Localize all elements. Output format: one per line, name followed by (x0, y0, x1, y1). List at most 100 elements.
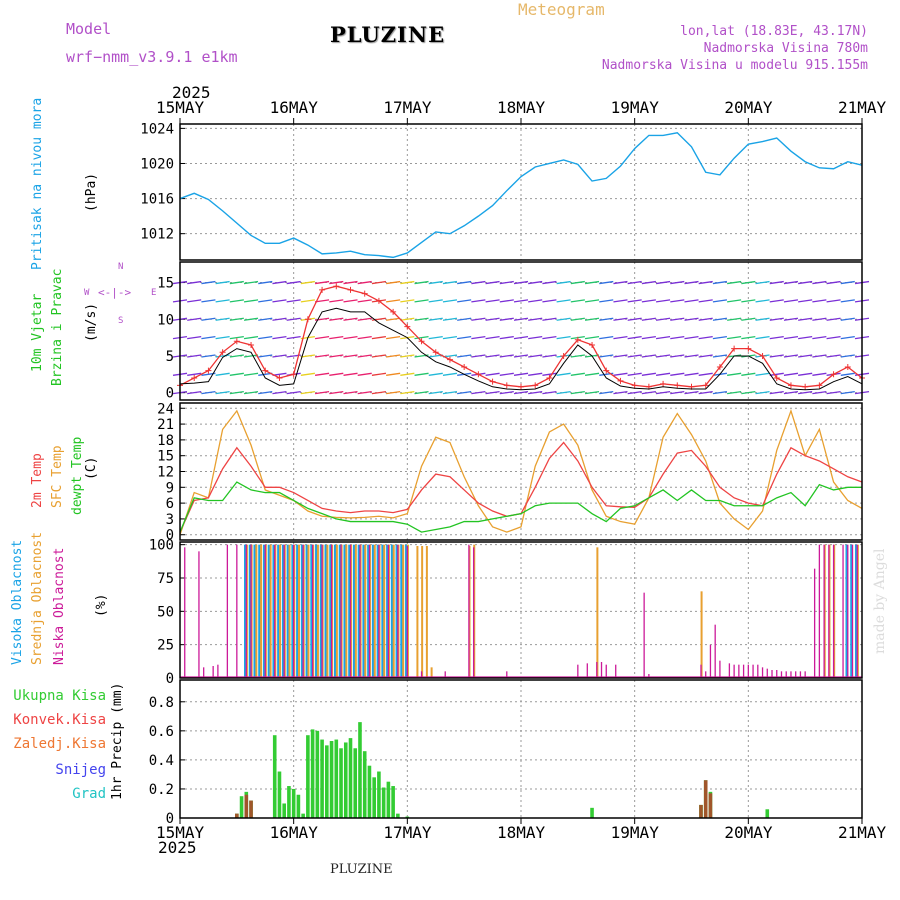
cloud-mid-bar (345, 544, 348, 678)
wind-arrow (499, 317, 514, 321)
wind-axis-tick-label: 15 (157, 276, 174, 292)
wind-arrow (528, 372, 543, 376)
cloud-low-bar (842, 544, 844, 678)
temp-axis-tick-label: 9 (166, 480, 174, 496)
wind-arrow (229, 317, 244, 321)
wind-arrow (243, 299, 259, 303)
wind-arrow (243, 335, 259, 340)
wind-arrow (826, 317, 841, 321)
gust-marker (262, 367, 269, 374)
precip-total-bar (325, 745, 329, 818)
wind-arrow (243, 372, 259, 376)
cloud-low-bar (790, 671, 792, 678)
cloud-low-bar (643, 592, 645, 678)
cloud-low-bar (757, 664, 759, 678)
gust-marker (518, 383, 524, 390)
wind-arrow (314, 354, 330, 358)
wind-arrow (655, 372, 671, 376)
wind-axis-tick-label: 10 (157, 312, 174, 328)
wind-arrow (343, 335, 358, 340)
cloud-high-bar (850, 544, 853, 678)
wind-arrow (442, 299, 458, 303)
page-title: PLUZINE (330, 22, 446, 47)
wind-arrow (258, 317, 273, 321)
cloud-low-bar (780, 671, 783, 678)
cloud-low-bar (586, 663, 588, 678)
wind-arrow (485, 391, 500, 395)
wind-arrow (599, 335, 614, 340)
wind-arrow (272, 299, 287, 303)
wind-arrow (286, 391, 301, 395)
precip-axis-tick-label: 0.4 (149, 753, 174, 769)
cloud-high-bar (338, 544, 341, 678)
pressure-axis-tick-label: 1016 (140, 192, 174, 208)
wind-arrow (513, 299, 529, 303)
gust-marker (716, 363, 723, 370)
wind-arrow (670, 317, 685, 321)
cloud-high-bar (395, 544, 398, 678)
wind-arrow (343, 354, 358, 358)
wind-arrow (769, 354, 784, 358)
wind-arrow (783, 372, 799, 376)
cloud-high-bar (352, 544, 356, 678)
wind-arrow (599, 391, 614, 395)
cloud-high-bar (315, 544, 318, 678)
cloud-axis-tick-label: 100 (149, 538, 174, 554)
wind-arrow (457, 299, 472, 303)
wind-arrow (826, 335, 841, 340)
cloud-low-bar (226, 544, 229, 678)
cloud-low-bar (847, 544, 849, 678)
wind-arrow (499, 299, 514, 303)
cloud-low-bar (406, 546, 408, 678)
wind-arrow (599, 317, 614, 321)
cloud-high-bar (305, 544, 308, 678)
cloud-mid-bar (354, 544, 357, 678)
cloud-high-bar (324, 544, 327, 678)
cloud-mid-bar (335, 544, 338, 678)
wind-arrow (627, 317, 642, 321)
wind-arrow (698, 372, 713, 376)
wind-arrow (613, 317, 628, 321)
cloud-mid-bar (700, 591, 703, 678)
wind-arrow (386, 317, 401, 321)
wind-arrows (172, 280, 870, 395)
wind-arrow (684, 354, 699, 358)
wind-arrow (741, 335, 756, 340)
wind-arrow (783, 354, 799, 358)
bottom-date-label: 21MAY (838, 823, 887, 842)
wind-arrow (641, 317, 656, 321)
wind-arrow (798, 317, 813, 321)
precip-total-bar (329, 741, 334, 818)
wind-arrow (386, 299, 401, 303)
wind-arrow (343, 317, 358, 321)
wind-arrow (243, 317, 259, 321)
cloud-low-bar (600, 662, 603, 678)
pressure-axis-tick-label: 1012 (140, 227, 174, 243)
gust-marker (674, 382, 681, 389)
wind-arrow (485, 299, 500, 303)
wind-arrow (400, 280, 415, 285)
wind-arrow (471, 299, 486, 303)
wind-arrow (243, 391, 259, 395)
wind-arrow (826, 391, 841, 395)
wind-arrow (229, 280, 244, 285)
wind-arrow (229, 299, 244, 303)
cloud-high-bar (281, 544, 285, 678)
gust-marker (191, 374, 198, 381)
cloud-low-bar (472, 547, 475, 678)
cloud-low-bar (368, 544, 371, 678)
cloud-mid-bar (269, 544, 272, 678)
wind-arrow (812, 391, 827, 395)
cloud-high-bar (262, 544, 266, 678)
wind-arrow (371, 335, 387, 340)
wind-arrow (840, 299, 855, 303)
wind-arrow (840, 372, 855, 376)
panel-frame (179, 541, 863, 679)
cloud-axis-tick-label: 75 (157, 571, 174, 587)
temp-axis-tick-label: 18 (157, 433, 174, 449)
wind-arrow (229, 372, 244, 376)
cloud-high-bar (381, 544, 384, 678)
station-coords: lon,lat (18.83E, 43.17N) (680, 24, 868, 39)
wind-arrow (556, 391, 571, 395)
panel-frame (179, 261, 863, 401)
